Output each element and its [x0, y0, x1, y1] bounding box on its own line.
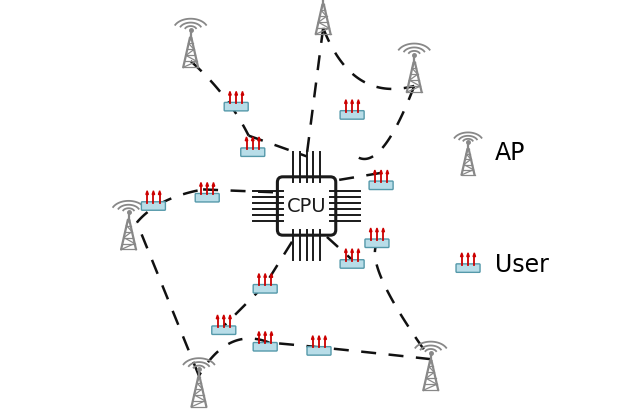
- Polygon shape: [258, 138, 260, 141]
- Polygon shape: [158, 191, 161, 195]
- Polygon shape: [376, 228, 378, 232]
- Polygon shape: [318, 336, 320, 339]
- Polygon shape: [245, 138, 248, 141]
- FancyBboxPatch shape: [195, 194, 219, 202]
- Text: CPU: CPU: [286, 197, 327, 216]
- Polygon shape: [200, 183, 202, 187]
- Polygon shape: [146, 191, 149, 195]
- Polygon shape: [473, 253, 475, 257]
- Polygon shape: [223, 315, 225, 319]
- FancyBboxPatch shape: [365, 240, 389, 248]
- Polygon shape: [351, 249, 353, 253]
- FancyBboxPatch shape: [253, 285, 277, 293]
- Polygon shape: [374, 171, 376, 174]
- Polygon shape: [324, 336, 327, 339]
- Polygon shape: [251, 138, 254, 141]
- Polygon shape: [357, 100, 360, 104]
- FancyBboxPatch shape: [278, 178, 336, 235]
- FancyBboxPatch shape: [142, 202, 165, 211]
- Polygon shape: [345, 100, 347, 104]
- FancyBboxPatch shape: [241, 149, 265, 157]
- FancyBboxPatch shape: [369, 182, 393, 190]
- Polygon shape: [235, 92, 237, 96]
- Polygon shape: [258, 274, 260, 278]
- Polygon shape: [152, 191, 154, 195]
- Polygon shape: [461, 253, 463, 257]
- Polygon shape: [228, 92, 231, 96]
- Polygon shape: [380, 171, 382, 174]
- Polygon shape: [271, 274, 272, 278]
- FancyBboxPatch shape: [212, 326, 236, 335]
- Polygon shape: [369, 228, 372, 232]
- Polygon shape: [386, 171, 389, 174]
- FancyBboxPatch shape: [253, 343, 277, 351]
- Polygon shape: [264, 274, 267, 278]
- FancyBboxPatch shape: [340, 112, 364, 120]
- Polygon shape: [351, 100, 353, 104]
- Polygon shape: [206, 183, 209, 187]
- Polygon shape: [212, 183, 215, 187]
- Polygon shape: [229, 315, 232, 319]
- Text: User: User: [495, 252, 549, 276]
- Polygon shape: [467, 253, 470, 257]
- Polygon shape: [357, 249, 360, 253]
- Polygon shape: [264, 332, 267, 335]
- Polygon shape: [258, 332, 260, 335]
- FancyBboxPatch shape: [340, 260, 364, 268]
- Polygon shape: [345, 249, 347, 253]
- FancyBboxPatch shape: [307, 347, 331, 355]
- FancyBboxPatch shape: [456, 264, 480, 273]
- Polygon shape: [241, 92, 244, 96]
- Polygon shape: [216, 315, 219, 319]
- Polygon shape: [271, 332, 272, 335]
- Text: AP: AP: [495, 141, 525, 165]
- Polygon shape: [311, 336, 314, 339]
- Polygon shape: [382, 228, 385, 232]
- FancyBboxPatch shape: [224, 103, 248, 112]
